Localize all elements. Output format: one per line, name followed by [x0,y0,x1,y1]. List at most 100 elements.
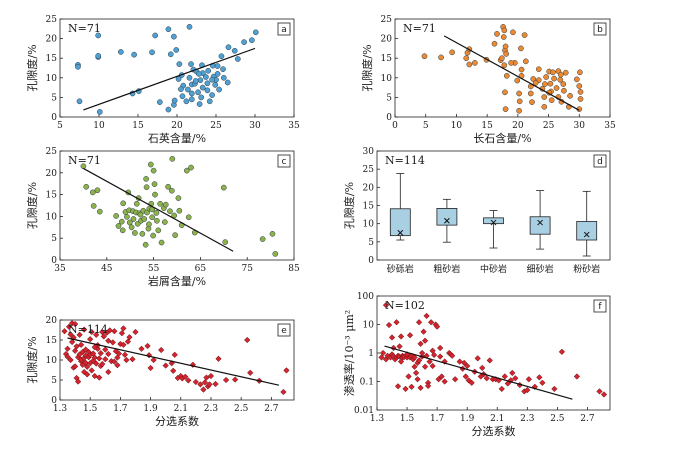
y-tick-label: 15 [381,54,393,64]
data-point [220,184,227,191]
data-point [90,203,97,209]
x-tick-label: 35 [288,121,300,131]
y-tick-label: 0.1 [360,378,374,388]
data-point [150,167,157,174]
y-axis-label: 渗透率/10⁻³ μm² [342,310,356,396]
data-point [115,350,123,357]
data-point [73,343,80,350]
data-point [212,82,219,88]
data-point [142,241,149,248]
data-point [438,54,444,61]
x-tick-label: 2.7 [264,404,279,414]
data-point [562,69,569,76]
data-point [577,96,584,102]
data-point [118,218,125,225]
data-point [132,328,139,336]
data-point [171,351,178,358]
y-tick-label: 20 [46,169,58,179]
y-tick-label: 5 [51,234,57,244]
data-point [461,359,468,367]
x-tick-label: 1.5 [400,414,415,424]
y-tick-label: 5 [51,93,57,103]
x-tick-label: 5 [57,121,63,131]
data-point [501,62,508,69]
box-body [436,208,458,226]
x-tick-label: 5 [423,121,429,131]
data-point [203,374,210,381]
data-point [576,83,583,89]
data-point [138,345,145,352]
data-point [209,76,215,83]
data-point [558,71,564,78]
data-point [433,323,441,330]
data-point [197,77,204,84]
x-tick-label: 75 [241,264,253,274]
data-point [114,354,121,361]
plot-frame [394,18,611,118]
data-point [247,369,254,376]
data-point [74,378,82,385]
data-point [119,227,126,234]
trend-line [83,47,256,111]
x-tick-label: 85 [288,264,300,274]
data-point [128,224,135,231]
data-point [129,356,136,363]
data-point [441,358,448,365]
data-point [109,339,116,346]
data-point [259,236,266,242]
data-point [206,381,213,388]
x-category-label: 细砂岩 [527,263,554,275]
data-point [573,373,581,380]
panel-id-box [277,154,291,168]
data-point [225,44,232,51]
data-point [209,92,215,98]
data-point [426,358,433,365]
sample-count-label: N=71 [68,154,101,167]
data-point [96,208,103,215]
data-point [149,214,156,221]
data-point [205,67,212,74]
data-point [95,52,102,59]
data-point [149,49,155,56]
data-point [147,364,154,372]
data-point [436,353,444,360]
y-tick-label: 20 [46,316,58,326]
data-point [560,81,567,87]
y-tick-label: 15 [363,202,375,212]
data-point [241,39,247,45]
y-axis-label: 孔隙度/% [25,44,39,91]
x-tick-label: 2.1 [174,404,188,414]
data-point [75,63,81,70]
data-point [89,189,96,196]
data-point [183,167,190,174]
data-point [201,379,209,386]
data-point [529,99,535,105]
data-point [499,55,505,62]
y-tick-label: 0 [51,396,57,406]
data-point [130,216,137,222]
x-tick-label: 2.3 [520,414,535,424]
data-point [106,327,113,334]
data-point [82,346,89,353]
data-point [195,89,201,96]
data-point [408,383,415,390]
data-point [77,341,85,348]
data-point [91,354,98,361]
panel-id-label: a [281,25,287,35]
data-point [188,61,194,67]
x-tick-label: 15 [481,121,493,131]
x-tick-label: 10 [451,121,463,131]
data-point [224,79,231,86]
panel-f: 0.01 0.1 1 10 100 1.3 1.5 1.7 1.9 2.1 2.3 2.5 2.7 分选系… [342,292,611,438]
data-point [169,155,176,162]
data-point [397,333,405,340]
panel-id-label: c [282,157,287,167]
data-point [215,355,222,362]
data-point [186,23,193,30]
data-point [551,385,558,393]
data-point [167,51,174,58]
x-axis-label: 长石含量/% [473,131,531,145]
x-tick-label: 2.5 [234,404,249,414]
